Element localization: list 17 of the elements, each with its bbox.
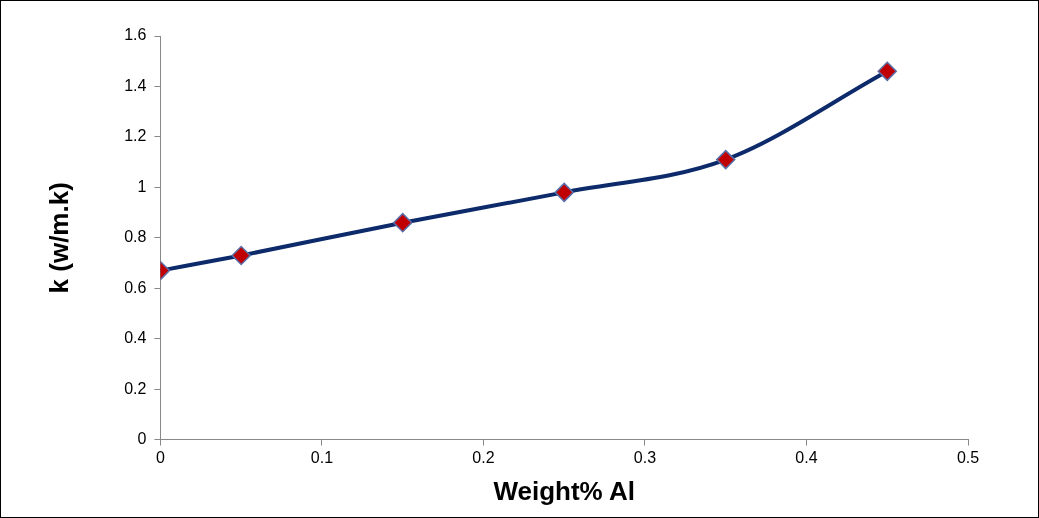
y-tick-label: 0 xyxy=(137,430,147,448)
y-tick-label: 0.6 xyxy=(124,278,147,296)
x-tick-label: 0.2 xyxy=(472,448,495,466)
y-tick-label: 1.4 xyxy=(124,76,147,94)
x-axis-title: Weight% Al xyxy=(493,475,635,506)
y-tick-label: 0.8 xyxy=(124,228,147,246)
y-tick-label: 1.2 xyxy=(124,127,147,145)
x-tick-label: 0.4 xyxy=(795,448,818,466)
y-tick-label: 1 xyxy=(137,177,147,195)
x-tick-label: 0.1 xyxy=(310,448,334,466)
y-tick-label: 0.4 xyxy=(124,329,147,347)
y-axis-title: k (w/m.k) xyxy=(43,182,74,294)
y-tick-label: 1.6 xyxy=(124,26,147,44)
x-tick-label: 0.3 xyxy=(633,448,657,466)
x-tick-label: 0.5 xyxy=(956,448,980,466)
x-tick-label: 0 xyxy=(155,448,165,466)
y-tick-label: 0.2 xyxy=(124,379,147,397)
